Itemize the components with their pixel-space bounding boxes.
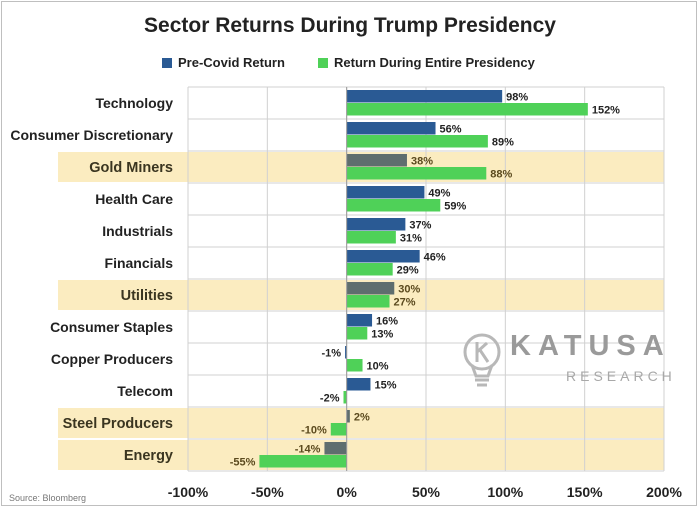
bar-entire-presidency — [346, 295, 390, 308]
data-label: 37% — [409, 220, 431, 232]
x-tick-label: 200% — [646, 484, 682, 500]
data-label: 56% — [440, 124, 462, 136]
category-label: Gold Miners — [89, 160, 173, 176]
data-label: 15% — [374, 380, 396, 392]
legend-swatch-entire — [318, 57, 328, 68]
data-label: 27% — [394, 297, 416, 309]
data-label: -55% — [230, 457, 256, 469]
highlight-band — [58, 408, 664, 438]
category-label: Copper Producers — [51, 351, 173, 367]
category-label: Technology — [95, 95, 173, 111]
bar-pre-covid — [346, 250, 420, 263]
category-label: Health Care — [95, 191, 173, 207]
data-label: 29% — [397, 265, 419, 277]
legend-swatch-pre-covid — [162, 57, 172, 68]
bar-pre-covid — [346, 282, 395, 295]
bar-entire-presidency — [259, 455, 347, 468]
bar-entire-presidency — [346, 327, 368, 340]
data-label: -10% — [301, 425, 327, 437]
bar-pre-covid — [324, 442, 347, 455]
category-label: Utilities — [121, 288, 173, 304]
bar-entire-presidency — [346, 135, 488, 148]
data-label: 16% — [376, 316, 398, 328]
watermark-name: KATUSA — [510, 330, 671, 362]
category-label: Steel Producers — [63, 416, 173, 432]
data-label: 2% — [354, 412, 370, 424]
x-tick-label: 150% — [567, 484, 603, 500]
data-label: 59% — [444, 201, 466, 213]
bar-entire-presidency — [346, 359, 363, 372]
data-label: 46% — [424, 252, 446, 264]
watermark-sub: RESEARCH — [566, 368, 676, 384]
data-label: 89% — [492, 137, 514, 149]
bar-pre-covid — [346, 122, 436, 135]
highlight-band — [58, 440, 664, 470]
legend: Pre-Covid Return Return During Entire Pr… — [0, 55, 700, 71]
data-label: -14% — [295, 444, 321, 456]
category-label: Financials — [105, 255, 174, 271]
data-label: 152% — [592, 105, 620, 117]
data-label: -1% — [322, 348, 342, 360]
category-label: Energy — [124, 448, 173, 464]
bar-entire-presidency — [343, 391, 347, 404]
source-note: Source: Bloomberg — [9, 493, 87, 503]
x-tick-label: -100% — [168, 484, 209, 500]
category-label: Consumer Staples — [50, 319, 173, 335]
bar-pre-covid — [346, 154, 407, 167]
bar-entire-presidency — [330, 423, 347, 436]
legend-item-pre-covid: Pre-Covid Return — [162, 55, 285, 70]
x-tick-label: 100% — [487, 484, 523, 500]
bar-pre-covid — [346, 90, 503, 103]
data-label: 88% — [490, 169, 512, 181]
legend-label-entire: Return During Entire Presidency — [334, 55, 535, 70]
data-label: 31% — [400, 233, 422, 245]
data-label: 38% — [411, 156, 433, 168]
data-label: 30% — [398, 284, 420, 296]
bar-pre-covid — [346, 410, 350, 423]
data-label: 10% — [367, 361, 389, 373]
x-tick-label: -50% — [251, 484, 284, 500]
data-label: -2% — [320, 393, 340, 405]
bar-pre-covid — [346, 186, 425, 199]
bar-entire-presidency — [346, 103, 588, 116]
category-label: Consumer Discretionary — [10, 127, 173, 143]
x-tick-label: 50% — [412, 484, 441, 500]
lightbulb-icon — [463, 333, 501, 387]
bar-entire-presidency — [346, 231, 396, 244]
legend-label-pre-covid: Pre-Covid Return — [178, 55, 285, 70]
bar-entire-presidency — [346, 167, 487, 180]
x-tick-label: 0% — [337, 484, 358, 500]
chart-title: Sector Returns During Trump Presidency — [144, 14, 556, 37]
data-label: 98% — [506, 92, 528, 104]
bar-pre-covid — [346, 218, 406, 231]
category-label: Industrials — [102, 223, 173, 239]
data-label: 13% — [371, 329, 393, 341]
bar-pre-covid — [345, 346, 347, 359]
katusa-watermark: KATUSA RESEARCH — [462, 330, 672, 392]
data-label: 49% — [428, 188, 450, 200]
bar-entire-presidency — [346, 263, 393, 276]
bar-pre-covid — [346, 378, 371, 391]
category-label: Telecom — [117, 383, 173, 399]
legend-item-entire: Return During Entire Presidency — [318, 55, 535, 70]
bar-pre-covid — [346, 314, 373, 327]
bar-entire-presidency — [346, 199, 441, 212]
